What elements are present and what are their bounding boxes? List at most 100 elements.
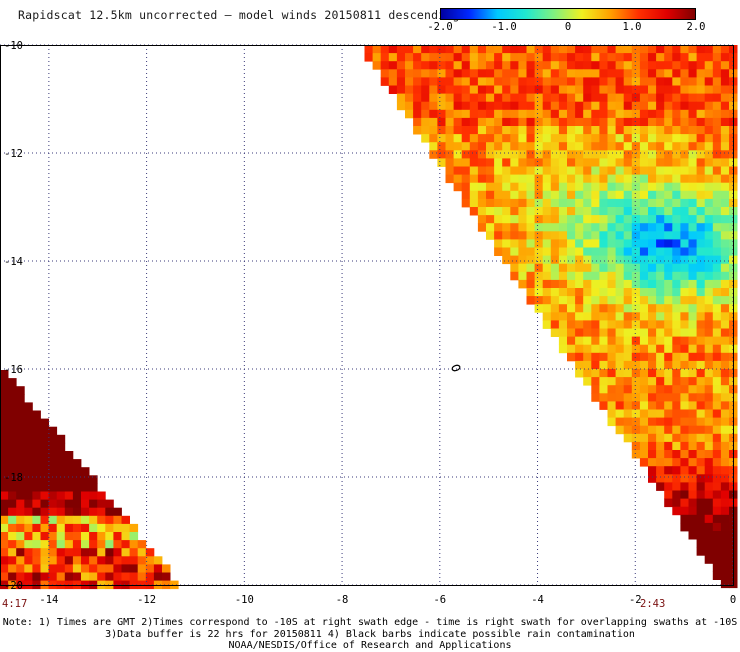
wind-cell <box>720 85 730 94</box>
wind-cell <box>680 458 689 467</box>
wind-cell <box>720 158 730 167</box>
wind-cell <box>712 425 722 435</box>
wind-cell <box>720 393 730 402</box>
wind-cell <box>696 182 706 192</box>
wind-cell <box>40 475 49 484</box>
wind-cell <box>712 150 722 159</box>
wind-cell <box>550 45 560 54</box>
wind-cell <box>461 174 471 184</box>
wind-cell <box>656 45 665 54</box>
wind-cell <box>631 158 641 167</box>
wind-cell <box>534 271 544 281</box>
wind-cell <box>469 69 479 78</box>
wind-cell <box>696 417 706 427</box>
wind-cell <box>688 482 697 491</box>
wind-cell <box>712 223 722 232</box>
wind-cell <box>623 101 633 111</box>
wind-cell <box>656 109 665 119</box>
wind-cell <box>48 426 58 436</box>
wind-cell <box>56 572 66 581</box>
wind-cell <box>567 134 576 143</box>
wind-cell <box>680 126 689 135</box>
wind-cell <box>656 93 665 103</box>
wind-cell <box>680 109 689 119</box>
wind-cell <box>623 401 633 410</box>
wind-cell <box>81 523 90 533</box>
wind-cell <box>607 45 616 54</box>
wind-cell <box>631 182 641 192</box>
wind-cell <box>607 61 616 70</box>
wind-cell <box>405 53 414 62</box>
wind-cell <box>453 142 463 151</box>
wind-cell <box>575 174 584 184</box>
colorbar-tick: 2.0 <box>686 21 706 33</box>
wind-cell <box>688 255 697 265</box>
wind-cell <box>648 109 657 119</box>
wind-cell <box>688 158 697 167</box>
wind-cell <box>696 101 706 111</box>
wind-cell <box>696 344 706 354</box>
wind-cell <box>720 239 730 248</box>
wind-cell <box>664 360 673 370</box>
contour-mark <box>451 364 461 372</box>
wind-cell <box>639 344 649 354</box>
wind-cell <box>486 45 495 54</box>
note-line: NOAA/NESDIS/Office of Research and Appli… <box>228 640 512 651</box>
wind-cell <box>89 499 98 509</box>
wind-cell <box>494 85 503 94</box>
wind-cell <box>648 85 657 94</box>
wind-cell <box>615 207 625 216</box>
wind-cell <box>664 474 673 483</box>
wind-cell <box>631 441 641 451</box>
wind-cell <box>704 352 714 362</box>
wind-cell <box>712 490 722 499</box>
wind-cell <box>453 117 463 127</box>
wind-cell <box>575 77 584 86</box>
wind-cell <box>477 45 487 54</box>
wind-cell <box>680 61 689 70</box>
wind-cell <box>631 263 641 273</box>
wind-cell <box>89 475 98 484</box>
wind-cell <box>477 93 487 103</box>
wind-cell <box>0 499 9 509</box>
wind-cell <box>421 93 430 103</box>
wind-cell <box>380 61 390 70</box>
wind-cell <box>648 77 657 86</box>
wind-cell <box>656 215 665 224</box>
wind-cell <box>461 109 471 119</box>
wind-cell <box>494 53 503 62</box>
wind-cell <box>8 499 17 509</box>
wind-cell <box>591 117 600 127</box>
wind-cell <box>704 109 714 119</box>
wind-cell <box>656 296 665 305</box>
wind-cell <box>623 142 633 151</box>
wind-cell <box>664 61 673 70</box>
wind-cell <box>664 401 673 410</box>
wind-cell <box>688 93 697 103</box>
wind-cell <box>550 190 560 200</box>
wind-cell <box>591 336 600 346</box>
wind-cell <box>145 556 155 565</box>
wind-cell <box>437 61 446 70</box>
wind-cell <box>453 134 463 143</box>
wind-cell <box>623 255 633 265</box>
wind-cell <box>615 166 625 175</box>
wind-cell <box>720 166 730 175</box>
wind-cell <box>664 336 673 346</box>
wind-cell <box>631 93 641 103</box>
wind-cell <box>720 45 730 54</box>
wind-cell <box>704 441 714 451</box>
wind-cell <box>518 45 527 54</box>
wind-cell <box>656 474 665 483</box>
wind-cell <box>631 288 641 297</box>
wind-cell <box>137 572 147 581</box>
wind-cell <box>704 77 714 86</box>
wind-cell <box>599 393 608 402</box>
wind-cell <box>81 548 90 557</box>
wind-cell <box>24 434 33 444</box>
wind-cell <box>599 296 608 305</box>
wind-cell <box>688 142 697 151</box>
wind-cell <box>32 451 41 460</box>
wind-cell <box>583 279 592 289</box>
wind-cell <box>48 451 58 460</box>
